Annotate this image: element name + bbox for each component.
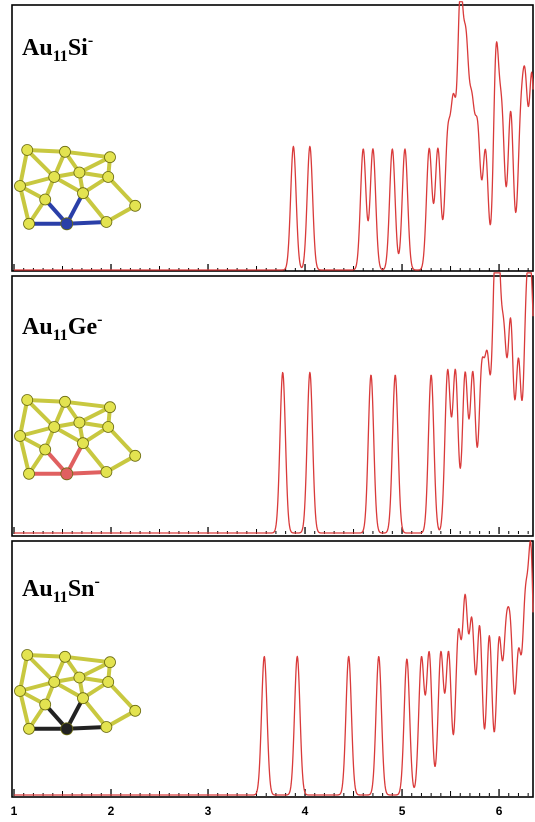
x-tick-label: 5 [399, 804, 406, 818]
bond [81, 191, 109, 224]
bond [64, 220, 109, 226]
panel-au11sn: Au11Sn- [11, 540, 534, 798]
gold-atom [21, 649, 34, 661]
gold-atom [23, 217, 35, 230]
bond [18, 398, 30, 438]
bond [64, 725, 109, 731]
gold-atom [21, 394, 34, 406]
gold-atom [102, 676, 115, 688]
gold-atom [23, 722, 35, 735]
gold-atom [48, 676, 61, 688]
bond [18, 184, 31, 226]
x-tick-label: 3 [205, 804, 212, 818]
gold-atom [100, 721, 113, 733]
gold-atom [129, 449, 142, 462]
gold-atom [48, 171, 61, 183]
bond [25, 653, 57, 684]
panel-title: Au11Ge- [22, 311, 102, 344]
bond [25, 653, 67, 659]
bond [18, 434, 31, 476]
dopant-atom [60, 722, 74, 736]
gold-atom [39, 698, 52, 711]
spectrum-line [13, 272, 534, 534]
gold-atom [21, 144, 34, 156]
gold-atom [73, 166, 86, 179]
x-tick-label: 2 [108, 804, 115, 818]
gold-atom [77, 692, 89, 705]
cluster-structure [14, 649, 142, 736]
gold-atom [48, 421, 61, 433]
bond [18, 148, 30, 188]
x-tick-labels: 1 2 3 4 5 6 [11, 804, 503, 818]
gold-atom [104, 151, 116, 164]
x-tick-label: 6 [496, 804, 503, 818]
cluster-structure [14, 144, 142, 231]
bond [25, 148, 57, 179]
bond [25, 398, 67, 404]
gold-atom [23, 467, 35, 480]
bond [18, 653, 30, 693]
gold-atom [129, 704, 142, 717]
gold-atom [39, 443, 52, 456]
bond [63, 654, 112, 665]
gold-atom [59, 650, 71, 663]
bond [25, 148, 67, 154]
x-tick-label: 4 [302, 804, 309, 818]
gold-atom [100, 466, 113, 478]
gold-atom [77, 437, 89, 450]
panel-frame [11, 4, 534, 272]
gold-atom [102, 171, 115, 183]
bond [106, 680, 138, 713]
panel-title: Au11Sn- [22, 573, 100, 606]
bond [63, 399, 112, 410]
gold-atom [73, 671, 86, 684]
bond [106, 425, 138, 458]
gold-atom [100, 216, 113, 228]
gold-atom [104, 656, 116, 669]
bond [25, 398, 57, 429]
panel-au11si: Au11Si- [11, 1, 534, 272]
bond [63, 149, 112, 160]
bond [81, 441, 109, 474]
spectrum-line [13, 1, 534, 271]
gold-atom [14, 180, 26, 192]
dopant-atom [60, 467, 74, 481]
panel-frame [11, 540, 534, 798]
gold-atom [39, 193, 52, 206]
gold-atom [59, 145, 71, 158]
gold-atom [14, 685, 26, 697]
bond [81, 696, 109, 729]
gold-atom [104, 401, 116, 414]
panel-au11ge: Au11Ge- [11, 272, 534, 537]
panel-title: Au11Si- [22, 32, 93, 65]
gold-atom [59, 395, 71, 408]
gold-atom [77, 187, 89, 200]
gold-atom [102, 421, 115, 433]
gold-atom [129, 199, 142, 212]
bond [18, 689, 31, 731]
spectrum-line [13, 540, 534, 796]
cluster-structure [14, 394, 142, 481]
gold-atom [14, 430, 26, 442]
bond [64, 470, 109, 476]
panel-frame [11, 275, 534, 537]
gold-atom [73, 416, 86, 429]
bond [106, 175, 138, 208]
dopant-atom [60, 217, 74, 231]
x-tick-label: 1 [11, 804, 18, 818]
